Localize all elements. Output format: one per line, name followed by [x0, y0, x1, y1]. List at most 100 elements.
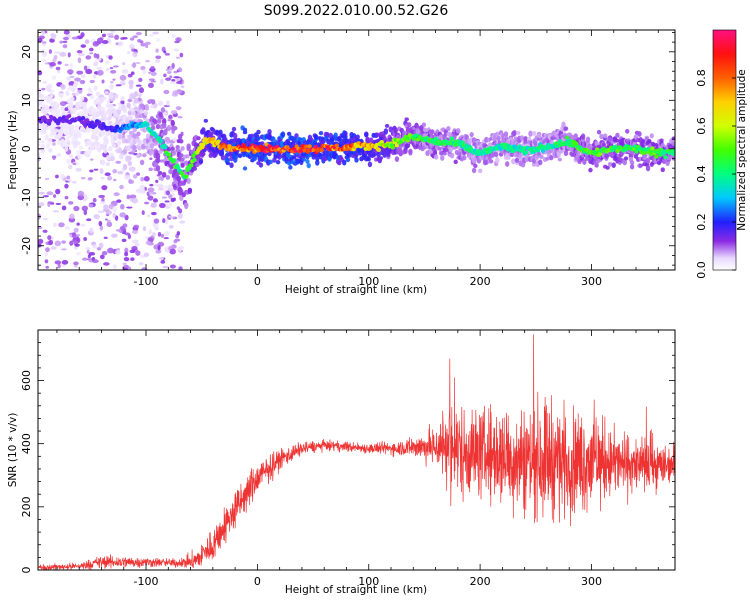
heatmap-cell	[96, 37, 103, 44]
heatmap-cell	[61, 240, 66, 244]
heatmap-cell	[237, 153, 243, 159]
heatmap-cell	[449, 136, 455, 141]
heatmap-cell	[157, 184, 164, 189]
heatmap-cell	[73, 205, 80, 212]
heatmap-cell	[112, 78, 116, 81]
heatmap-cell	[487, 149, 493, 154]
heatmap-cell	[77, 87, 83, 90]
heatmap-cell	[167, 187, 173, 192]
heatmap-cell	[101, 79, 105, 84]
heatmap-cell	[60, 174, 65, 180]
heatmap-cell	[216, 139, 221, 144]
heatmap-cell	[69, 240, 74, 246]
heatmap-cell	[168, 114, 173, 119]
heatmap-cell	[625, 128, 630, 134]
heatmap-cell	[141, 210, 145, 216]
heatmap-cell	[324, 131, 330, 137]
heatmap-cell	[509, 152, 515, 158]
heatmap-cell	[615, 138, 620, 143]
heatmap-cell	[104, 138, 109, 145]
heatmap-cell	[163, 89, 170, 95]
heatmap-cell	[150, 125, 156, 130]
heatmap-cell	[112, 264, 117, 269]
heatmap-cell	[96, 66, 103, 70]
heatmap-cell	[378, 156, 384, 160]
heatmap-cell	[187, 187, 193, 192]
heatmap-cell	[44, 134, 49, 142]
heatmap-cell	[86, 249, 90, 254]
heatmap-cell	[404, 117, 409, 121]
heatmap-cell	[103, 147, 108, 154]
heatmap-cell	[83, 65, 88, 71]
heatmap-cell	[663, 155, 668, 160]
heatmap-cell	[137, 93, 142, 97]
heatmap-cell	[495, 156, 500, 164]
colorbar-label: Normalized spectral amplitude	[736, 69, 748, 230]
heatmap-cell	[113, 65, 119, 68]
heatmap-cell	[315, 154, 320, 162]
heatmap-cell	[44, 252, 48, 256]
heatmap-cell	[490, 152, 495, 157]
heatmap-cell	[130, 71, 135, 76]
heatmap-cell	[539, 154, 544, 159]
heatmap-cell	[136, 153, 141, 159]
colorbar-tick-label: 0.0	[695, 261, 708, 279]
heatmap-cell	[157, 171, 163, 176]
heatmap-cell	[109, 94, 114, 100]
heatmap-cell	[623, 156, 629, 161]
heatmap-cell	[301, 157, 307, 162]
heatmap-cell	[75, 167, 82, 172]
heatmap-cell	[163, 185, 170, 190]
heatmap-cell	[110, 30, 116, 34]
heatmap-cell	[512, 129, 517, 137]
heatmap-cell	[558, 149, 564, 154]
heatmap-cell	[116, 140, 122, 146]
heatmap-cell	[155, 58, 161, 64]
heatmap-cell	[446, 126, 451, 132]
heatmap-cell	[158, 202, 166, 209]
heatmap-cell	[556, 151, 561, 158]
heatmap-cell	[82, 128, 87, 133]
heatmap-cell	[72, 162, 77, 165]
heatmap-cell	[115, 160, 122, 164]
heatmap-cell	[192, 157, 197, 162]
heatmap-cell	[54, 260, 62, 265]
heatmap-cell	[89, 169, 94, 173]
heatmap-cell	[38, 138, 42, 144]
y-tick-label: 200	[20, 496, 33, 517]
heatmap-cell	[184, 174, 189, 179]
heatmap-cell	[39, 93, 44, 99]
heatmap-cell	[128, 179, 135, 184]
heatmap-cell	[110, 81, 114, 84]
heatmap-cell	[74, 243, 80, 247]
heatmap-cell	[333, 132, 338, 138]
heatmap-cell	[169, 75, 173, 79]
heatmap-cell	[64, 195, 69, 200]
snr-y-axis-label: SNR (10 * v/v)	[7, 413, 19, 488]
heatmap-cell	[119, 74, 127, 81]
heatmap-cell	[171, 34, 177, 38]
colorbar-tick-label: 0.2	[695, 213, 708, 231]
heatmap-cell	[55, 66, 61, 71]
heatmap-cell	[135, 188, 142, 193]
heatmap-cell	[121, 69, 129, 74]
heatmap-cell	[145, 122, 150, 127]
heatmap-cell	[168, 194, 173, 199]
heatmap-cell	[95, 91, 101, 97]
heatmap-cell	[145, 59, 151, 63]
heatmap-cell	[478, 168, 483, 174]
heatmap-cell	[184, 202, 189, 210]
heatmap-cell	[153, 119, 158, 125]
heatmap-cell	[109, 103, 114, 110]
heatmap-cell	[166, 124, 172, 132]
heatmap-cell	[167, 71, 172, 74]
heatmap-cell	[307, 144, 312, 149]
heatmap-cell	[73, 227, 79, 233]
heatmap-cell	[74, 246, 78, 250]
heatmap-cell	[175, 144, 180, 150]
heatmap-cell	[137, 97, 142, 102]
heatmap-cell	[523, 136, 528, 142]
heatmap-cell	[455, 127, 461, 134]
heatmap-cell	[313, 134, 319, 140]
heatmap-cell	[155, 250, 162, 254]
